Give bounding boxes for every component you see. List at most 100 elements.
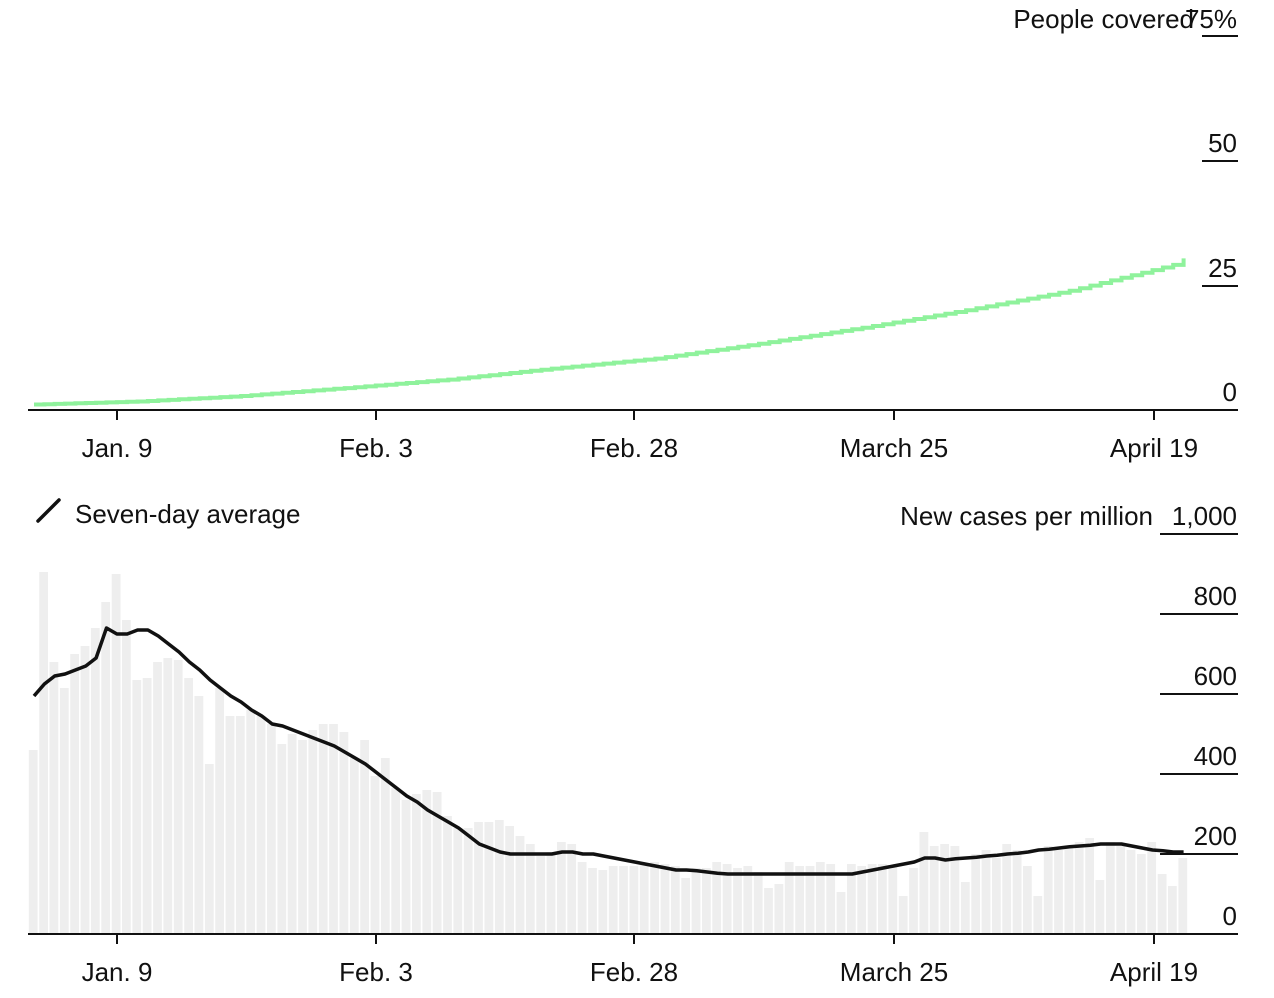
case-bar — [184, 678, 193, 934]
case-bar — [878, 864, 887, 934]
legend-line-icon — [36, 498, 61, 523]
case-bar — [401, 800, 411, 934]
case-bar — [194, 696, 204, 934]
case-bar — [681, 878, 691, 934]
cases-y-tick-0: 0 — [1223, 901, 1237, 931]
coverage-y-tick-25: 25 — [1208, 253, 1237, 283]
case-bar — [1054, 850, 1063, 934]
case-bar — [981, 850, 991, 934]
case-bar — [940, 844, 949, 934]
case-bar — [391, 788, 401, 934]
case-bar — [639, 864, 649, 934]
case-bar — [80, 646, 90, 934]
cases-y-tick-800: 800 — [1194, 581, 1237, 611]
cases-y-tick-200: 200 — [1194, 821, 1237, 851]
case-bar — [836, 892, 846, 934]
coverage-y-tick-0: 0 — [1223, 377, 1237, 407]
coverage-y-tick-75: 75% — [1185, 4, 1237, 34]
case-bar — [1064, 846, 1074, 934]
case-bar — [453, 828, 463, 934]
case-bar — [774, 884, 784, 934]
case-bar — [898, 896, 908, 934]
cases-x-label-apr19: April 19 — [1110, 957, 1198, 987]
case-bar — [764, 888, 773, 934]
case-bar — [1116, 846, 1126, 934]
case-bar — [567, 844, 577, 934]
case-bar — [318, 724, 328, 934]
case-bar — [588, 868, 597, 934]
case-bar — [1033, 896, 1043, 934]
case-bar — [277, 744, 287, 934]
cases-y-gridlines — [1160, 533, 1238, 855]
case-bar — [608, 866, 618, 934]
case-bar — [142, 678, 152, 934]
coverage-x-label-jan9: Jan. 9 — [82, 433, 153, 463]
case-bar — [1168, 886, 1177, 934]
coverage-line — [34, 258, 1186, 407]
case-bar — [484, 822, 494, 934]
case-bar — [360, 740, 369, 934]
case-bar — [308, 730, 318, 934]
case-bar — [992, 858, 1001, 934]
coverage-y-gridlines — [1202, 35, 1238, 287]
case-bar — [847, 864, 856, 934]
case-bar — [867, 864, 877, 934]
case-bar — [691, 868, 701, 934]
case-bar — [670, 866, 680, 934]
case-bar — [494, 820, 504, 934]
case-bar — [49, 662, 59, 934]
case-bar — [1095, 880, 1105, 934]
case-bar — [28, 750, 38, 934]
cases-x-ticks — [116, 934, 1155, 944]
case-bar — [1126, 850, 1136, 934]
case-bar — [329, 724, 338, 934]
cases-y-tick-600: 600 — [1194, 661, 1237, 691]
cases-x-label-feb28: Feb. 28 — [590, 957, 678, 987]
case-bar — [246, 710, 256, 934]
case-bar — [857, 866, 867, 934]
cases-x-label-jan9: Jan. 9 — [82, 957, 153, 987]
coverage-x-label-mar25: March 25 — [840, 433, 948, 463]
case-bar — [1105, 842, 1115, 934]
case-bar — [722, 864, 732, 934]
case-bar — [960, 882, 970, 934]
case-bar — [919, 832, 929, 934]
case-bar — [795, 866, 804, 934]
case-bar — [1012, 850, 1022, 934]
case-bar — [412, 794, 421, 934]
case-bar — [70, 654, 79, 934]
coverage-x-ticks — [116, 410, 1155, 420]
coverage-x-label-feb28: Feb. 28 — [590, 433, 678, 463]
cases-y-tick-400: 400 — [1194, 741, 1237, 771]
case-bar — [929, 846, 939, 934]
case-bar — [743, 866, 753, 934]
case-bar — [298, 740, 307, 934]
case-bar — [702, 868, 711, 934]
case-bar — [650, 862, 659, 934]
case-bar — [598, 870, 608, 934]
case-bar — [370, 776, 380, 934]
case-bar — [39, 572, 48, 934]
case-bar — [805, 866, 815, 934]
case-bar — [1023, 866, 1032, 934]
cases-legend: Seven-day average — [36, 498, 300, 529]
case-bar — [132, 680, 142, 934]
case-bar — [463, 828, 473, 934]
case-bar — [59, 688, 69, 934]
case-bar — [1043, 846, 1053, 934]
case-bar — [660, 864, 670, 934]
case-bar — [577, 862, 587, 934]
case-bar — [557, 842, 566, 934]
coverage-y-title: People covered — [1013, 4, 1194, 34]
case-bar — [784, 862, 794, 934]
case-bar — [888, 866, 898, 934]
cases-x-label-feb3: Feb. 3 — [339, 957, 413, 987]
case-bar — [101, 602, 111, 934]
case-bar — [1178, 858, 1188, 934]
seven-day-average-line — [32, 626, 1184, 876]
case-bar — [1002, 844, 1012, 934]
case-bar — [815, 862, 825, 934]
case-bar — [1157, 874, 1167, 934]
cases-y-tick-1000: 1,000 — [1172, 501, 1237, 531]
cases-bars — [28, 572, 1188, 934]
